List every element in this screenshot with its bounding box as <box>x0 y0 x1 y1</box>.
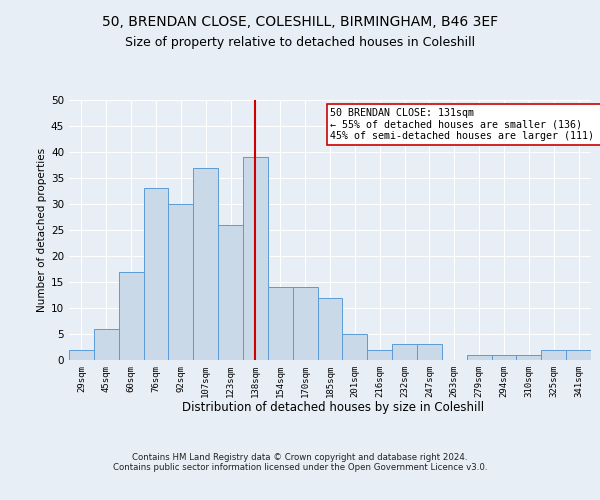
Bar <box>343 334 367 360</box>
Bar <box>541 350 566 360</box>
Text: Contains HM Land Registry data © Crown copyright and database right 2024.
Contai: Contains HM Land Registry data © Crown c… <box>113 453 487 472</box>
Bar <box>193 168 218 360</box>
Bar <box>367 350 392 360</box>
Bar <box>392 344 417 360</box>
Bar <box>169 204 193 360</box>
Bar <box>143 188 169 360</box>
Bar <box>467 355 491 360</box>
Bar <box>293 287 317 360</box>
Text: Distribution of detached houses by size in Coleshill: Distribution of detached houses by size … <box>182 401 484 414</box>
Bar <box>94 329 119 360</box>
Bar <box>218 225 243 360</box>
Bar <box>417 344 442 360</box>
Y-axis label: Number of detached properties: Number of detached properties <box>37 148 47 312</box>
Bar <box>119 272 143 360</box>
Text: Size of property relative to detached houses in Coleshill: Size of property relative to detached ho… <box>125 36 475 49</box>
Bar <box>268 287 293 360</box>
Bar <box>566 350 591 360</box>
Bar <box>243 157 268 360</box>
Bar <box>491 355 517 360</box>
Text: 50 BRENDAN CLOSE: 131sqm
← 55% of detached houses are smaller (136)
45% of semi-: 50 BRENDAN CLOSE: 131sqm ← 55% of detach… <box>330 108 600 141</box>
Bar <box>317 298 343 360</box>
Bar <box>517 355 541 360</box>
Text: 50, BRENDAN CLOSE, COLESHILL, BIRMINGHAM, B46 3EF: 50, BRENDAN CLOSE, COLESHILL, BIRMINGHAM… <box>102 16 498 30</box>
Bar <box>69 350 94 360</box>
